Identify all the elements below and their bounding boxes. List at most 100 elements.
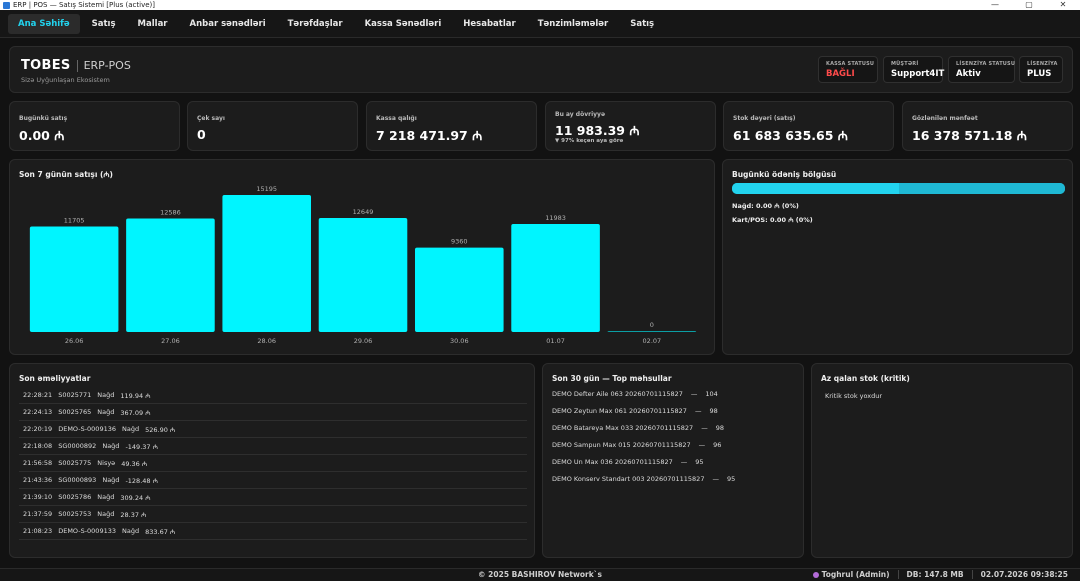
chart-bar (414, 247, 504, 332)
window-titlebar: ERP | POS — Satış Sistemi [Plus (active)… (0, 0, 1080, 10)
license-status-box: LİSENZİYA STATUSU Aktiv (948, 56, 1015, 83)
top-product-row: DEMO Defter Aile 063 20260701115827 — 104 (552, 390, 726, 398)
top-product-qty: 95 (695, 458, 704, 466)
transaction-type: Nağd (97, 510, 115, 518)
license-status-value: Aktiv (956, 69, 981, 79)
chart-bar (126, 218, 215, 332)
main-nav: Ana Səhifə Satış Mallar Anbar sənədləri … (0, 10, 1080, 38)
chart-bar (607, 331, 697, 332)
top-product-name: DEMO Konserv Standart 003 20260701115827 (552, 475, 705, 483)
payment-card-fill (898, 183, 1065, 194)
transaction-time: 21:39:10 (23, 493, 53, 501)
chart-value-label: 11705 (64, 216, 85, 224)
top-product-qty: 104 (705, 390, 718, 398)
tab-home[interactable]: Ana Səhifə (8, 13, 80, 34)
chart-value-label: 12649 (353, 208, 374, 216)
kpi-value: 7 218 471.97 ₼ (376, 128, 483, 143)
top-product-row: DEMO Un Max 036 20260701115827 — 95 (552, 458, 712, 466)
chart-bar (318, 217, 408, 332)
transaction-type: Nisyə (97, 459, 116, 467)
kpi-label: Kassa qalığı (376, 115, 417, 122)
copyright: © 2025 BASHIROV Network`s (478, 570, 602, 579)
top-products-panel: Son 30 gün — Top məhsullar DEMO Defter A… (542, 363, 804, 558)
transaction-amount: 833.67 ₼ (145, 527, 176, 536)
transaction-doc: S0025775 (58, 459, 92, 467)
kpi-receipt-count: Çek sayı 0 (187, 101, 358, 151)
transaction-row[interactable]: 22:28:21 S0025771 Nağd 119.94 ₼ (19, 387, 527, 404)
top-product-dash: — (690, 390, 698, 398)
chart-value-label: 15195 (256, 185, 277, 193)
license-label: LİSENZİYA (1027, 61, 1058, 67)
transaction-doc: S0025786 (58, 493, 92, 501)
kpi-stock-value: Stok dəyəri (satış) 61 683 635.65 ₼ (723, 101, 894, 151)
chart-bar (29, 226, 119, 332)
header-panel: TOBES ERP-POS Sizə Uyğunlaşan Ekosistem … (9, 46, 1073, 93)
transaction-doc: DEMO-S-0009136 (58, 425, 116, 433)
transaction-row[interactable]: 22:18:08 SG0000892 Nağd -149.37 ₼ (19, 438, 527, 455)
transaction-time: 22:18:08 (23, 442, 53, 450)
payment-split-bar (732, 183, 1065, 194)
top-product-row: DEMO Zeytun Max 061 20260701115827 — 98 (552, 407, 726, 415)
kpi-label: Gözlənilən mənfəət (912, 115, 978, 122)
kpi-value: 16 378 571.18 ₼ (912, 128, 1027, 143)
transaction-time: 21:43:36 (23, 476, 53, 484)
tab-settings[interactable]: Tənzimləmələr (537, 18, 609, 29)
minimize-button[interactable]: — (991, 0, 999, 9)
user-icon (812, 572, 819, 578)
status-footer: © 2025 BASHIROV Network`s Toghrul (Admin… (0, 568, 1080, 581)
transaction-time: 22:28:21 (23, 391, 53, 399)
transaction-row[interactable]: 21:08:23 DEMO-S-0009133 Nağd 833.67 ₼ (19, 523, 527, 540)
maximize-button[interactable]: ▢ (1025, 0, 1033, 9)
tab-warehouse-docs[interactable]: Anbar sənədləri (189, 18, 266, 29)
customer-value: Support4IT (891, 69, 945, 79)
tab-cash-docs[interactable]: Kassa Sənədləri (364, 18, 442, 29)
transaction-amount: 309.24 ₼ (120, 493, 151, 502)
tab-products[interactable]: Mallar (137, 18, 168, 29)
top-product-dash: — (712, 475, 719, 483)
kpi-change: ▼ 97% keçən aya görə (555, 138, 624, 144)
license-value: PLUS (1027, 69, 1052, 79)
top-products-title: Son 30 gün — Top məhsullar (552, 374, 672, 383)
datetime: 02.07.2026 09:38:25 (971, 570, 1076, 579)
transaction-doc: S0025753 (58, 510, 92, 518)
tagline: Sizə Uyğunlaşan Ekosistem (21, 76, 110, 84)
chart-value-label: 0 (650, 321, 654, 329)
transaction-row[interactable]: 21:37:59 S0025753 Nağd 28.37 ₼ (19, 506, 527, 523)
brand-divider (76, 59, 78, 72)
transaction-row[interactable]: 21:43:36 SG0000893 Nağd -128.48 ₼ (19, 472, 527, 489)
top-product-row: DEMO Konserv Standart 003 20260701115827… (552, 475, 743, 483)
chart-category-label: 27.06 (161, 337, 180, 345)
chart-value-label: 9360 (451, 238, 468, 246)
transaction-doc: S0025765 (58, 408, 92, 416)
chart-category-label: 02.07 (643, 337, 662, 345)
tab-partners[interactable]: Tərəfdaşlar (287, 18, 343, 29)
tab-reports[interactable]: Hesabatlar (463, 18, 516, 29)
kpi-label: Bu ay dövriyyə (555, 111, 606, 118)
sales-chart-panel: Son 7 günün satışı (₼) 11705 26.06 12586 27… (9, 159, 715, 355)
chart-category-label: 30.06 (450, 337, 469, 345)
transaction-doc: S0025771 (58, 391, 92, 399)
close-button[interactable]: ✕ (1059, 0, 1067, 9)
transaction-amount: 49.36 ₼ (121, 459, 148, 468)
current-user: Toghrul (Admin) (805, 570, 898, 579)
payment-panel: Bugünkü ödəniş bölgüsü Nağd: 0.00 ₼ (0%)… (722, 159, 1073, 355)
transaction-row[interactable]: 22:20:19 DEMO-S-0009136 Nağd 526.90 ₼ (19, 421, 527, 438)
top-product-name: DEMO Zeytun Max 061 20260701115827 (552, 407, 687, 415)
kpi-cash-balance: Kassa qalığı 7 218 471.97 ₼ (366, 101, 537, 151)
transaction-row[interactable]: 21:56:58 S0025775 Nisyə 49.36 ₼ (19, 455, 527, 472)
transaction-row[interactable]: 22:24:13 S0025765 Nağd 367.09 ₼ (19, 404, 527, 421)
transaction-amount: -128.48 ₼ (125, 476, 158, 485)
tab-sales[interactable]: Satış (91, 18, 116, 29)
chart-bar (222, 195, 312, 332)
db-size: DB: 147.8 MB (897, 570, 972, 579)
low-stock-empty: Kritik stok yoxdur (825, 392, 883, 400)
transaction-row[interactable]: 21:39:10 S0025786 Nağd 309.24 ₼ (19, 489, 527, 506)
transaction-amount: 367.09 ₼ (120, 408, 151, 417)
top-product-name: DEMO Defter Aile 063 20260701115827 (552, 390, 683, 398)
kpi-label: Stok dəyəri (satış) (733, 115, 796, 122)
transaction-type: Nağd (97, 408, 115, 416)
chart-category-label: 26.06 (65, 337, 84, 345)
low-stock-panel: Az qalan stok (kritik) Kritik stok yoxdu… (811, 363, 1073, 558)
sales-chart-title: Son 7 günün satışı (₼) (19, 170, 113, 179)
tab-sales-2[interactable]: Satış (630, 18, 655, 29)
